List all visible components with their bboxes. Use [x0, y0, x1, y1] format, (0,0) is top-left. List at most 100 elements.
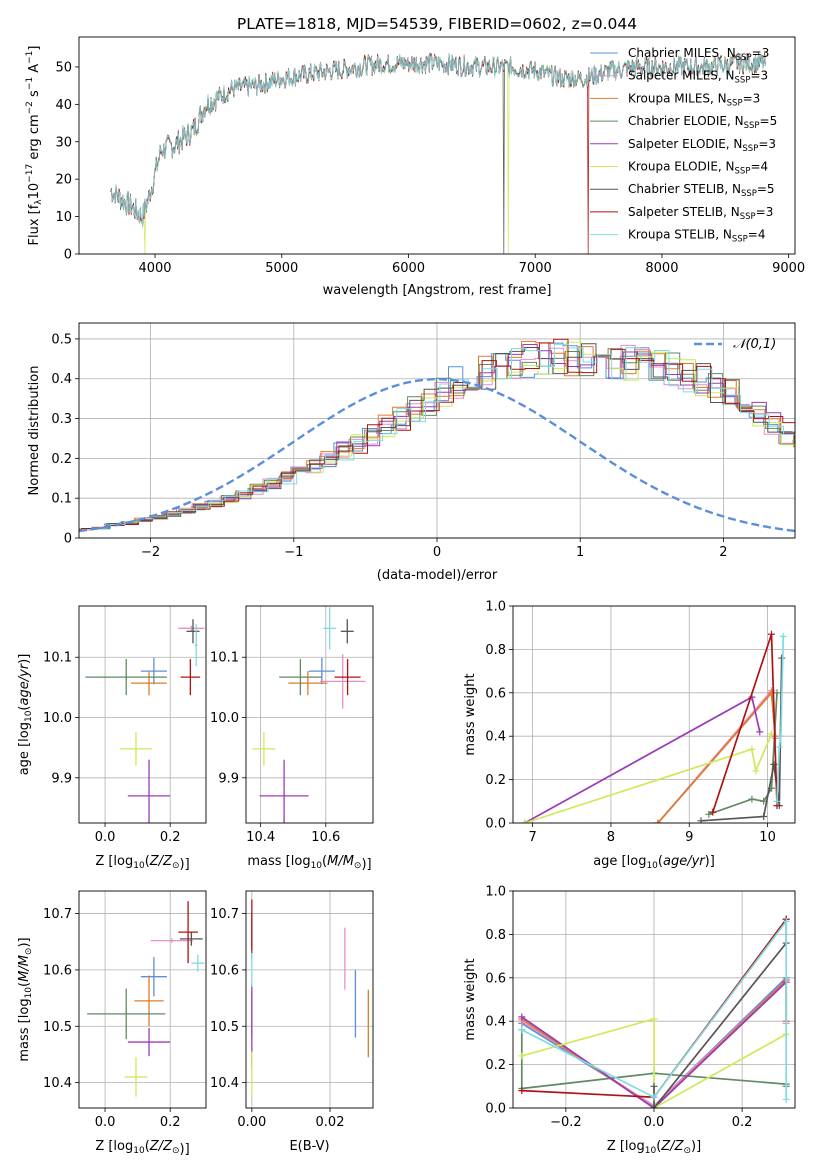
- y-tick-label: 0.3: [51, 412, 72, 427]
- legend-label: Kroupa STELIB, NSSP=4: [628, 228, 766, 245]
- series-marker: [768, 730, 775, 738]
- ticks-mass-weight-vs-age: 7 8 9 10 0.0 0.2 0.4 0.6 0.8 1.0: [485, 600, 776, 846]
- y-tick-label: 10.6: [210, 963, 239, 978]
- axes-mass-weight-vs-age: 7 8 9 10 0.0 0.2 0.4 0.6 0.8 1.0 age [log10(age/yr…: [463, 600, 796, 871]
- y-tick-label: 0.1: [51, 492, 72, 507]
- grid-mass-vs-Z: [79, 891, 206, 1108]
- series-chabrier-elodie: [705, 689, 781, 818]
- series-marker: [748, 745, 756, 753]
- series-marker: [705, 810, 713, 818]
- series-salpeter-elodie: [521, 693, 764, 823]
- errorbar-salpeter-elodie: [259, 759, 309, 823]
- series-marker: [518, 1087, 526, 1095]
- x-axis-label: (data-model)/error: [377, 568, 498, 583]
- errorbar-chabrier-stelib: [186, 619, 200, 644]
- errorbar-kroupa-miles: [288, 671, 328, 696]
- axes-frame: [78, 322, 796, 539]
- y-tick-label: 0: [64, 532, 72, 547]
- errorbar-salpeter-elodie: [127, 1027, 171, 1057]
- errorbar-salpeter-miles: [319, 654, 366, 709]
- errorbar-kroupa-stelib: [323, 607, 337, 650]
- y-axis-label: mass [log10(M/M⊙)]: [17, 937, 34, 1061]
- axes-mass-vs-Z: 0.0 0.2 10.4 10.5 10.6 10.7 Z [log10(Z/Z⊙)] mas…: [17, 890, 207, 1157]
- x-axis-label: E(B-V): [289, 1139, 329, 1154]
- histogram-kroupa-stelib: [81, 343, 795, 530]
- series-marker: [768, 630, 775, 638]
- series-marker: [756, 728, 764, 736]
- series-marker: [775, 743, 783, 751]
- y-tick-label: 10.5: [210, 1020, 239, 1035]
- grid-age-vs-Z: [79, 606, 206, 823]
- errorbar-kroupa-stelib: [191, 954, 205, 972]
- series-marker: [650, 1093, 658, 1101]
- axes-spectrum: 4000 5000 6000 7000 8000 9000 0 10 20 30 40 50 wavel…: [25, 36, 805, 298]
- series-marker: [752, 767, 760, 775]
- errorbar-salpeter-miles: [150, 938, 193, 943]
- y-tick-label: 0.2: [51, 452, 72, 467]
- plot-area-mass-weight-vs-Z: [518, 915, 790, 1108]
- legend-label: Salpeter ELODIE, NSSP=3: [628, 137, 776, 154]
- series-marker: [773, 797, 781, 805]
- x-tick-label: 0.2: [732, 1115, 753, 1130]
- axes-frame: [245, 605, 374, 824]
- errorbar-chabrier-elodie: [85, 659, 167, 696]
- axes-frame: [78, 36, 796, 255]
- plot-area-mass-weight-vs-age: [521, 630, 787, 823]
- errorbar-kroupa-miles: [134, 975, 164, 1027]
- ticks-age-vs-Z: 0.0 0.2 9.9 10.0 10.1: [43, 651, 180, 845]
- errorbar-kroupa-elodie: [252, 731, 276, 766]
- y-tick-label: 0.5: [51, 332, 72, 347]
- grid-mass-weight-vs-age: [513, 605, 795, 824]
- series-line: [521, 1017, 787, 1108]
- series-marker: [709, 808, 717, 816]
- x-tick-label: −0.2: [550, 1115, 582, 1130]
- axes-frame: [78, 605, 207, 824]
- plot-area-mass-vs-Z: [87, 901, 205, 1097]
- histogram-chabrier-elodie: [79, 348, 795, 530]
- errorbar-salpeter-miles: [178, 625, 205, 631]
- x-axis-label: wavelength [Angstrom, rest frame]: [323, 283, 552, 298]
- legend-label: Chabrier MILES, NSSP=3: [628, 46, 769, 63]
- x-tick-label: 10.6: [311, 830, 340, 845]
- series-marker: [748, 795, 756, 803]
- ticks-spectrum: 4000 5000 6000 7000 8000 9000 0 10 20 30 40 50: [55, 60, 805, 276]
- x-tick-label: 10.4: [246, 830, 275, 845]
- errorbar-salpeter-stelib: [334, 659, 361, 696]
- axes-age-vs-mass: 10.4 10.6 9.9 10.0 10.1 mass [log10(M/M⊙)]: [210, 605, 374, 872]
- legend-label: 𝒩(0,1): [733, 337, 776, 352]
- y-axis-label: Flux [fλ10−17 erg cm−2 s−1 A−1]: [25, 46, 44, 246]
- y-tick-label: 10.4: [210, 1076, 239, 1091]
- errorbar-chabrier-stelib: [340, 619, 354, 644]
- plot-area-mass-vs-ebv: [251, 899, 369, 1097]
- errorbar-kroupa-elodie: [124, 1057, 148, 1097]
- legend-label: Chabrier STELIB, NSSP=5: [628, 182, 775, 199]
- x-tick-label: 0.2: [160, 1115, 181, 1130]
- ticks-mass-vs-Z: 0.0 0.2 10.4 10.5 10.6 10.7: [43, 907, 180, 1130]
- series-marker: [654, 819, 662, 823]
- histogram-salpeter-miles: [79, 344, 795, 530]
- legend-label: Kroupa MILES, NSSP=3: [628, 91, 760, 108]
- axes-frame: [512, 605, 796, 824]
- x-tick-label: 1: [576, 545, 584, 560]
- x-tick-label: 0.0: [95, 830, 116, 845]
- series-marker: [650, 1015, 658, 1023]
- errorbar-chabrier-miles: [140, 657, 167, 685]
- ticks-mass-vs-ebv: 0.00 0.02 10.4 10.5 10.6 10.7: [210, 907, 344, 1130]
- normal-curve: [79, 378, 795, 533]
- series-marker: [777, 732, 785, 740]
- y-tick-label: 9.9: [218, 771, 239, 786]
- series-marker: [518, 1052, 526, 1060]
- axes-frame: [512, 890, 796, 1109]
- x-tick-label: 6000: [392, 261, 425, 276]
- x-tick-label: 10: [759, 830, 776, 845]
- errorbar-chabrier-elodie: [279, 659, 322, 696]
- series-marker: [760, 812, 768, 820]
- errorbar-chabrier-miles: [140, 956, 167, 997]
- axes-frame: [245, 890, 374, 1109]
- y-tick-label: 0.8: [485, 928, 506, 943]
- histogram-chabrier-stelib: [80, 343, 795, 530]
- errorbar-kroupa-elodie: [119, 731, 153, 766]
- y-tick-label: 0.0: [485, 817, 506, 832]
- spectrum-line-kroupa-stelib: [110, 53, 766, 228]
- series-line: [524, 695, 761, 823]
